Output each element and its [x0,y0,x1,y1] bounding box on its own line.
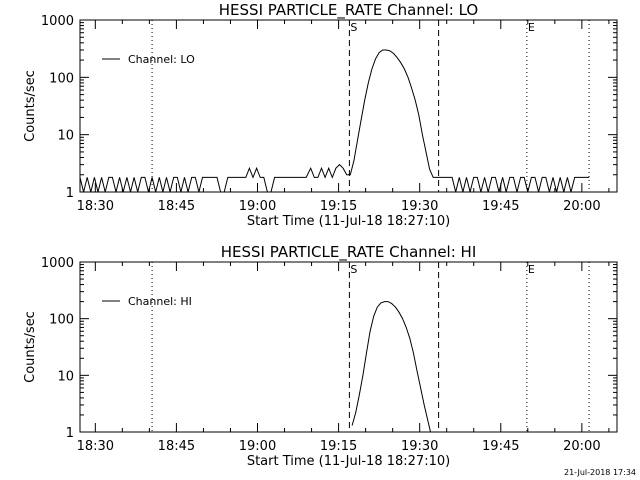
x-axis-label: Start Time (11-Jul-18 18:27:10) [247,214,450,229]
x-tick-label: 19:45 [482,199,519,214]
x-tick-label: 18:45 [158,199,195,214]
x-tick-label: 19:30 [401,199,438,214]
chart-title: HESSI PARTICLE_RATE Channel: HI [221,243,477,262]
x-tick-label: 19:45 [482,439,519,454]
y-tick-label: 10 [57,369,74,384]
marker-label-e: E [528,21,535,34]
x-axis-label: Start Time (11-Jul-18 18:27:10) [247,454,450,469]
x-tick-label: 18:30 [77,439,114,454]
legend-label: Channel: LO [128,53,195,66]
marker-label-e: E [528,263,535,276]
y-tick-label: 1 [66,186,74,201]
x-tick-label: 19:15 [320,199,357,214]
marker-label-s: S [350,263,357,276]
x-tick-label: 19:00 [239,439,276,454]
y-tick-label: 100 [49,313,74,328]
series-line [79,49,590,193]
y-tick-label: 1 [66,426,74,441]
series-line [351,301,431,433]
chart-title: HESSI PARTICLE_RATE Channel: LO [219,1,478,20]
y-axis-label: Counts/sec [23,311,38,383]
y-tick-label: 100 [49,71,74,86]
marker-label-s: S [350,21,357,34]
plot-frame [79,261,618,433]
y-tick-label: 1000 [41,14,74,29]
legend-label: Channel: HI [128,295,192,308]
plot-frame [79,19,618,193]
y-axis-label: Counts/sec [23,70,38,142]
x-tick-label: 19:30 [401,439,438,454]
x-tick-label: 19:15 [320,439,357,454]
footer-timestamp: 21-Jul-2018 17:34 [563,468,636,477]
y-tick-label: 1000 [41,256,74,271]
x-tick-label: 20:00 [563,439,600,454]
x-tick-label: 19:00 [239,199,276,214]
x-tick-label: 20:00 [563,199,600,214]
x-tick-label: 18:45 [158,439,195,454]
x-tick-label: 18:30 [77,199,114,214]
y-tick-label: 10 [57,129,74,144]
